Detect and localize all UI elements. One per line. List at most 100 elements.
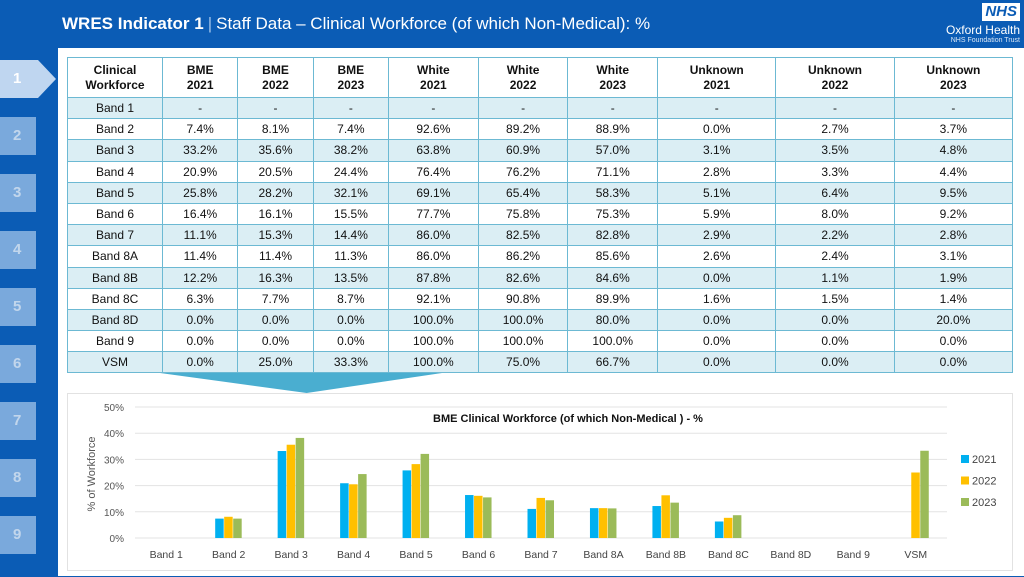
table-cell: 87.8% xyxy=(388,266,479,289)
x-tick-label: Band 8A xyxy=(583,549,623,561)
table-cell: 0.0% xyxy=(775,330,895,353)
table-cell: 88.9% xyxy=(567,118,659,141)
column-header-line: BME xyxy=(186,62,214,77)
table-cell: 15.5% xyxy=(312,202,390,226)
table-cell: 16.1% xyxy=(237,202,314,226)
chart-title: BME Clinical Workforce (of which Non-Med… xyxy=(433,413,703,425)
column-header-line: BME xyxy=(337,62,365,77)
table-cell: 57.0% xyxy=(567,139,659,162)
y-axis-label: % of Workforce xyxy=(86,437,98,512)
table-cell: 0.0% xyxy=(237,330,314,353)
table-cell: - xyxy=(388,96,479,120)
nhs-logo-mark: NHS xyxy=(982,3,1020,21)
table-cell: 9.5% xyxy=(893,181,1014,204)
table-cell: 4.4% xyxy=(893,160,1014,183)
bar-2022-band-7 xyxy=(536,497,545,538)
x-tick-label: Band 4 xyxy=(337,549,370,561)
bar-2023-vsm xyxy=(920,450,929,538)
column-header-line: 2023 xyxy=(939,77,967,92)
table-cell: 3.1% xyxy=(657,139,777,162)
table-cell: 76.2% xyxy=(477,160,569,183)
table-cell: 63.8% xyxy=(388,139,479,162)
sidebar-tab-6[interactable]: 6 xyxy=(0,345,36,383)
table-cell: 20.9% xyxy=(161,160,239,183)
bar-2021-band-8b xyxy=(652,506,661,538)
bar-2021-band-8c xyxy=(714,521,724,538)
sidebar-tab-4[interactable]: 4 xyxy=(0,231,36,269)
table-cell: 80.0% xyxy=(567,308,659,332)
table-cell: 100.0% xyxy=(477,330,569,353)
title-text: Staff Data – Clinical Workforce (of whic… xyxy=(216,14,651,33)
sidebar-tab-2[interactable]: 2 xyxy=(0,117,36,155)
column-header-line: 2023 xyxy=(337,77,365,92)
column-header-line: 2022 xyxy=(821,77,849,92)
bar-2021-band-5 xyxy=(402,470,412,538)
sidebar-tab-9[interactable]: 9 xyxy=(0,516,36,554)
table-cell: 0.0% xyxy=(161,308,239,332)
x-tick-label: Band 7 xyxy=(524,549,557,561)
row-label: Band 4 xyxy=(67,160,163,183)
table-cell: 0.0% xyxy=(775,308,895,332)
bar-2021-band-3 xyxy=(277,451,287,538)
table-cell: 0.0% xyxy=(657,266,777,289)
table-cell: 2.7% xyxy=(775,118,895,141)
table-cell: 3.5% xyxy=(775,139,895,162)
x-tick-label: Band 5 xyxy=(399,549,432,561)
table-cell: 32.1% xyxy=(312,181,390,204)
table-cell: - xyxy=(775,96,895,120)
table-cell: 15.3% xyxy=(237,224,314,247)
column-header: Unknown 2023 xyxy=(893,57,1014,98)
table-cell: 3.7% xyxy=(893,118,1014,141)
column-header-line: White xyxy=(506,62,540,77)
bar-2023-band-8b xyxy=(670,502,679,538)
sidebar-tab-5[interactable]: 5 xyxy=(0,288,36,326)
bar-2023-band-7 xyxy=(545,500,554,538)
column-header-line: Workforce xyxy=(85,77,145,92)
org-subtitle: NHS Foundation Trust xyxy=(950,37,1020,44)
legend-label: 2023 xyxy=(972,497,996,509)
bar-2022-band-4 xyxy=(349,484,358,538)
bar-2021-band-8a xyxy=(589,508,599,538)
column-header: Unknown 2022 xyxy=(775,57,895,98)
table-cell: 58.3% xyxy=(567,181,659,204)
table-cell: 16.3% xyxy=(237,266,314,289)
bar-2022-band-8c xyxy=(723,517,733,538)
row-label: Band 8A xyxy=(67,245,163,268)
table-cell: 24.4% xyxy=(312,160,390,183)
table-cell: 8.7% xyxy=(312,287,390,310)
table-cell: 5.9% xyxy=(657,202,777,226)
table-cell: 7.7% xyxy=(237,287,314,310)
column-header: Unknown 2021 xyxy=(657,57,777,98)
table-cell: 0.0% xyxy=(657,118,777,141)
sidebar-tab-3[interactable]: 3 xyxy=(0,174,36,212)
column-header: White 2022 xyxy=(477,57,569,98)
legend-swatch-2022 xyxy=(961,476,969,485)
legend-swatch-2023 xyxy=(961,498,969,506)
table-cell: 0.0% xyxy=(657,308,777,332)
table-cell: 35.6% xyxy=(237,139,314,162)
table-cell: 2.8% xyxy=(657,160,777,183)
table-cell: 20.5% xyxy=(237,160,314,183)
table-row: Band 9 0.0% 0.0% 0.0% 100.0% 100.0% 100.0% 0.0%… xyxy=(67,330,1014,353)
table-cell: 5.1% xyxy=(657,181,777,204)
table-cell: 11.4% xyxy=(237,245,314,268)
table-cell: 76.4% xyxy=(388,160,479,183)
table-cell: 2.2% xyxy=(775,224,895,247)
table-cell: 6.3% xyxy=(161,287,239,310)
table-cell: 77.7% xyxy=(388,202,479,226)
column-header-line: 2021 xyxy=(186,77,214,92)
sidebar-tab-1[interactable]: 1 xyxy=(0,60,56,98)
table-cell: 2.4% xyxy=(775,245,895,268)
sidebar-tab-7[interactable]: 7 xyxy=(0,402,36,440)
sidebar-tab-8[interactable]: 8 xyxy=(0,459,36,497)
column-header: BME 2023 xyxy=(312,57,390,98)
x-tick-label: Band 9 xyxy=(837,549,870,561)
y-tick-label: 20% xyxy=(104,482,124,493)
table-cell: 92.1% xyxy=(388,287,479,310)
table-cell: 66.7% xyxy=(567,351,659,374)
bar-2022-vsm xyxy=(911,472,920,538)
x-tick-label: VSM xyxy=(904,549,927,561)
table-cell: 84.6% xyxy=(567,266,659,289)
table-cell: 69.1% xyxy=(388,181,479,204)
table-cell: - xyxy=(657,96,777,120)
